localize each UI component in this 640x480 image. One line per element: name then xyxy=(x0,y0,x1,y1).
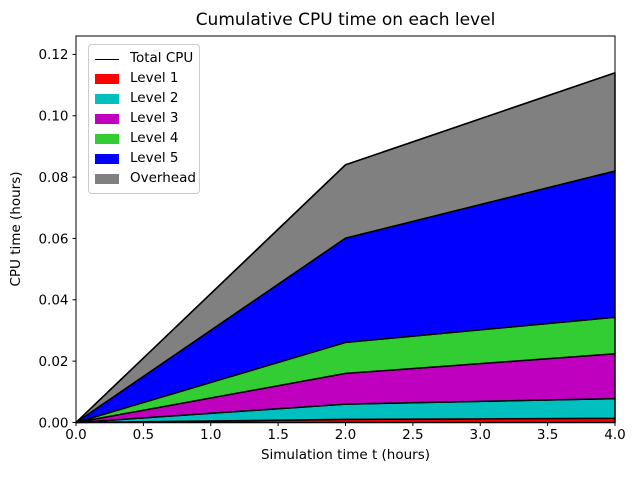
legend-item-label: Level 1 xyxy=(130,70,179,87)
x-tick-label: 1.0 xyxy=(200,427,221,443)
legend-item-level-1: Level 1 xyxy=(95,69,193,89)
legend-item-level-3: Level 3 xyxy=(95,109,193,129)
legend-item-level-4: Level 4 xyxy=(95,129,193,149)
y-tick-label: 0.08 xyxy=(38,170,68,186)
x-axis-label: Simulation time t (hours) xyxy=(260,447,431,463)
x-tick-label: 2.5 xyxy=(402,427,423,443)
legend-swatch-icon xyxy=(95,73,119,85)
x-tick-label: 4.0 xyxy=(604,427,625,443)
legend-swatch-icon xyxy=(95,153,119,165)
legend-swatch-icon xyxy=(95,113,119,125)
y-tick-label: 0.12 xyxy=(38,47,68,63)
chart-title: Cumulative CPU time on each level xyxy=(195,10,496,30)
y-tick-label: 0.00 xyxy=(38,415,68,431)
legend-item-label: Level 5 xyxy=(130,150,179,167)
legend-item-label: Total CPU xyxy=(130,50,194,67)
legend-item-label: Overhead xyxy=(130,170,196,187)
legend-key-mark xyxy=(95,153,119,165)
legend-key-mark xyxy=(95,93,119,105)
legend-key-mark xyxy=(95,133,119,145)
y-tick-label: 0.04 xyxy=(38,293,68,309)
legend-item-label: Level 4 xyxy=(130,130,179,147)
legend-key-mark xyxy=(95,173,119,185)
y-tick-label: 0.02 xyxy=(38,354,68,370)
legend-swatch-icon xyxy=(95,93,119,105)
legend-line-key-icon xyxy=(95,58,119,60)
x-tick-label: 1.5 xyxy=(267,427,288,443)
legend-item-label: Level 2 xyxy=(130,90,179,107)
legend-item-level-5: Level 5 xyxy=(95,149,193,169)
legend-item-level-2: Level 2 xyxy=(95,89,193,109)
total-cpu-line xyxy=(75,72,616,424)
x-tick-label: 0.5 xyxy=(133,427,154,443)
legend-swatch-icon xyxy=(95,173,119,185)
legend-key-mark xyxy=(95,73,119,85)
y-tick-label: 0.06 xyxy=(38,231,68,247)
x-tick-label: 3.0 xyxy=(470,427,491,443)
legend-key-mark xyxy=(95,58,119,60)
x-tick-label: 2.0 xyxy=(335,427,356,443)
legend-key-mark xyxy=(95,113,119,125)
y-tick-label: 0.10 xyxy=(38,109,68,125)
legend-item-total-cpu: Total CPU xyxy=(95,49,193,69)
x-tick-label: 0.0 xyxy=(65,427,86,443)
y-axis-label: CPU time (hours) xyxy=(8,171,24,287)
x-tick-label: 3.5 xyxy=(537,427,558,443)
legend: Total CPU Level 1 Level 2 Level 3 Level 4 Lev… xyxy=(88,44,200,194)
legend-item-label: Level 3 xyxy=(130,110,179,127)
legend-item-overhead: Overhead xyxy=(95,169,196,189)
legend-swatch-icon xyxy=(95,133,119,145)
